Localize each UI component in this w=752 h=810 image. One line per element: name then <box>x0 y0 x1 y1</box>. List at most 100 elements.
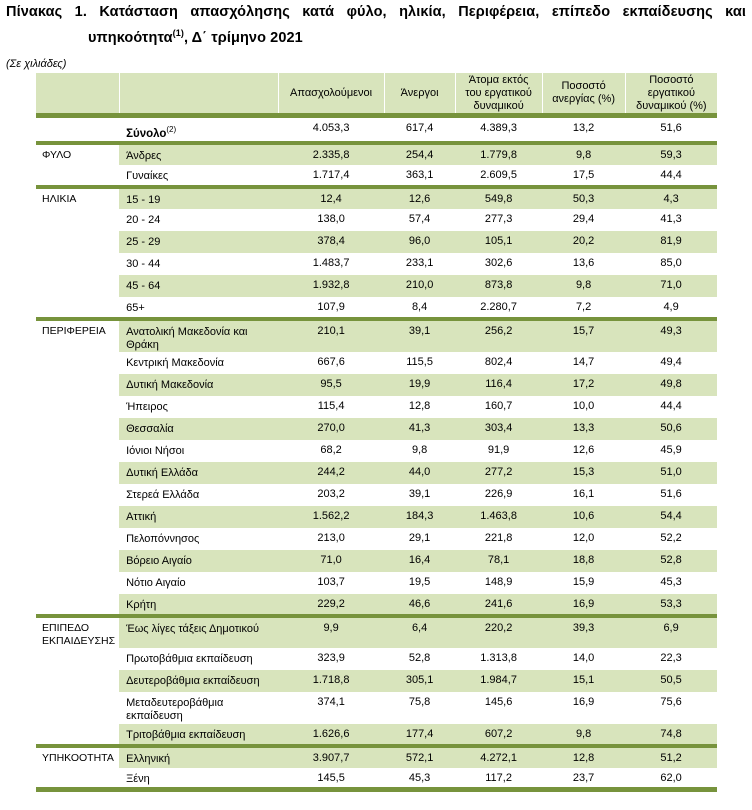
value-cell: 44,0 <box>384 461 456 484</box>
group-label <box>36 724 119 746</box>
value-cell: 74,8 <box>625 723 718 746</box>
value-cell: 256,2 <box>455 316 543 352</box>
row-label-text: Ιόνιοι Νήσοι <box>126 444 185 457</box>
row-label: Δυτική Ελλάδα <box>119 461 279 484</box>
value-cell: 12,8 <box>542 743 626 768</box>
value-cell: 374,1 <box>317 695 345 708</box>
group-label: ΕΠΙΠΕΔΟ ΕΚΠΑΙΔΕΥΣΗΣ <box>36 613 120 648</box>
title-text: , Δ΄ τρίμηνο 2021 <box>183 29 303 46</box>
value-cell: 45,3 <box>660 575 682 588</box>
value-cell: 213,0 <box>317 531 345 544</box>
value-cell: 1.984,7 <box>455 669 543 692</box>
table-row: Κρήτη 229,2 46,6 241,6 16,9 53,3 <box>36 593 718 616</box>
value-cell: 244,2 <box>278 461 385 484</box>
title-word: κατά <box>302 4 335 20</box>
group-label: ΥΠΗΚΟΟΤΗΤΑ <box>36 743 120 768</box>
row-label-text: Άνδρες <box>126 149 162 162</box>
row-label-text: Πελοπόννησος <box>126 532 200 545</box>
value-cell: 572,1 <box>384 743 456 768</box>
value-cell: 1.779,8 <box>455 140 543 165</box>
value-cell: 19,5 <box>408 575 431 588</box>
value-cell: 39,1 <box>384 316 456 352</box>
row-label-text: 65+ <box>126 301 145 314</box>
row-label-text: Ελληνική <box>126 752 171 765</box>
row-label-text: Στερεά Ελλάδα <box>126 488 200 501</box>
value-cell: 29,4 <box>572 212 595 225</box>
value-cell: 229,2 <box>278 593 385 616</box>
value-cell: 302,6 <box>484 256 513 269</box>
value-cell: 52,8 <box>408 651 431 664</box>
row-label-text: Δευτεροβάθμια εκπαίδευση <box>126 674 260 687</box>
value-cell: 51,6 <box>660 487 682 500</box>
row-label: Νότιο Αιγαίο <box>119 572 278 594</box>
group-label <box>36 462 119 484</box>
row-label-text: Βόρειο Αιγαίο <box>126 554 192 567</box>
row-label: Ιόνιοι Νήσοι <box>119 440 278 462</box>
value-cell: 549,8 <box>455 184 543 209</box>
value-cell: 12,0 <box>572 531 595 544</box>
row-label-text: Τριτοβάθμια εκπαίδευση <box>126 728 246 741</box>
value-cell: 12,4 <box>278 184 385 209</box>
value-cell: 49,4 <box>660 355 682 368</box>
value-cell: 52,2 <box>660 531 682 544</box>
row-label-text: Έως λίγες τάξεις Δημοτικού <box>126 622 259 635</box>
row-label: Ξένη <box>119 767 279 793</box>
table-row: Νότιο Αιγαίο 103,7 19,5 148,9 15,9 45,3 <box>36 572 717 594</box>
value-cell: 13,2 <box>572 122 595 134</box>
value-cell: 12,6 <box>572 443 595 456</box>
value-cell: 10,0 <box>572 399 595 412</box>
value-cell: 1.932,8 <box>278 274 385 297</box>
title-word: ηλικία, <box>399 4 446 20</box>
header-participation-rate: Ποσοστό εργατικού δυναμικού (%) <box>624 73 718 118</box>
table-row: Μεταδευτεροβάθμια εκπαίδευση 374,1 75,8 145… <box>36 692 717 724</box>
table-row: Δυτική Ελλάδα 244,2 44,0 277,2 15,3 51,0 <box>36 461 718 484</box>
value-cell: 59,3 <box>625 140 718 165</box>
table-row: ΗΛΙΚΙΑ 15 - 19 12,4 12,6 549,8 50,3 4,3 <box>36 184 718 209</box>
value-cell: 138,0 <box>317 212 345 225</box>
header-inactive: Άτομα εκτός του εργατικού δυναμικού <box>454 73 543 118</box>
value-cell: 20,2 <box>542 230 626 253</box>
value-cell: 233,1 <box>405 256 434 269</box>
row-label: Δυτική Μακεδονία <box>119 373 279 396</box>
value-cell: 277,3 <box>484 212 513 225</box>
footnote-ref: (1) <box>172 28 184 38</box>
value-cell: 51,2 <box>625 743 718 768</box>
header-unemployed: Άνεργοι <box>383 73 456 118</box>
value-cell: 15,1 <box>542 669 626 692</box>
row-label-text: Δυτική Ελλάδα <box>126 466 198 479</box>
row-label: 25 - 29 <box>119 230 279 253</box>
value-cell: 8,4 <box>411 300 428 313</box>
value-cell: 13,6 <box>572 256 595 269</box>
table-row: Ξένη 145,5 45,3 117,2 23,7 62,0 <box>36 767 718 793</box>
value-cell: 85,0 <box>660 256 682 269</box>
group-label <box>36 374 119 396</box>
table-row: Πελοπόννησος 213,0 29,1 221,8 12,0 52,2 <box>36 528 717 550</box>
value-cell: 184,3 <box>384 505 456 528</box>
group-label <box>36 594 119 616</box>
row-label: Τριτοβάθμια εκπαίδευση <box>119 723 279 746</box>
table-row: Δυτική Μακεδονία 95,5 19,9 116,4 17,2 49,8 <box>36 373 718 396</box>
value-cell: 277,2 <box>455 461 543 484</box>
value-cell: 50,3 <box>542 184 626 209</box>
value-cell: 41,3 <box>384 417 456 440</box>
value-cell: 103,7 <box>317 575 345 588</box>
group-label: ΠΕΡΙΦΕΡΕΙΑ <box>36 316 120 352</box>
value-cell: 117,2 <box>455 767 543 793</box>
value-cell: 39,3 <box>542 613 626 648</box>
row-label: Θεσσαλία <box>119 417 279 440</box>
value-cell: 1.626,6 <box>278 723 385 746</box>
header-unemployment-rate: Ποσοστό ανεργίας (%) <box>541 73 626 118</box>
table-row: Δευτεροβάθμια εκπαίδευση 1.718,8 305,1 1.98… <box>36 669 718 692</box>
header-row: Απασχολούμενοι Άνεργοι Άτομα εκτός του ε… <box>36 73 718 118</box>
row-label: Κεντρική Μακεδονία <box>119 352 278 374</box>
title-word: επίπεδο <box>551 4 611 20</box>
value-cell: 52,8 <box>625 549 718 572</box>
table-row: 65+ 107,9 8,4 2.280,7 7,2 4,9 <box>36 297 717 319</box>
value-cell: 71,0 <box>278 549 385 572</box>
group-label <box>36 209 119 231</box>
value-cell: 254,4 <box>384 140 456 165</box>
value-cell: 105,1 <box>455 230 543 253</box>
value-cell: 78,1 <box>455 549 543 572</box>
row-label: Ελληνική <box>119 743 279 768</box>
table-row: ΠΕΡΙΦΕΡΕΙΑ Ανατολική Μακεδονία και Θράκη 2… <box>36 316 718 352</box>
